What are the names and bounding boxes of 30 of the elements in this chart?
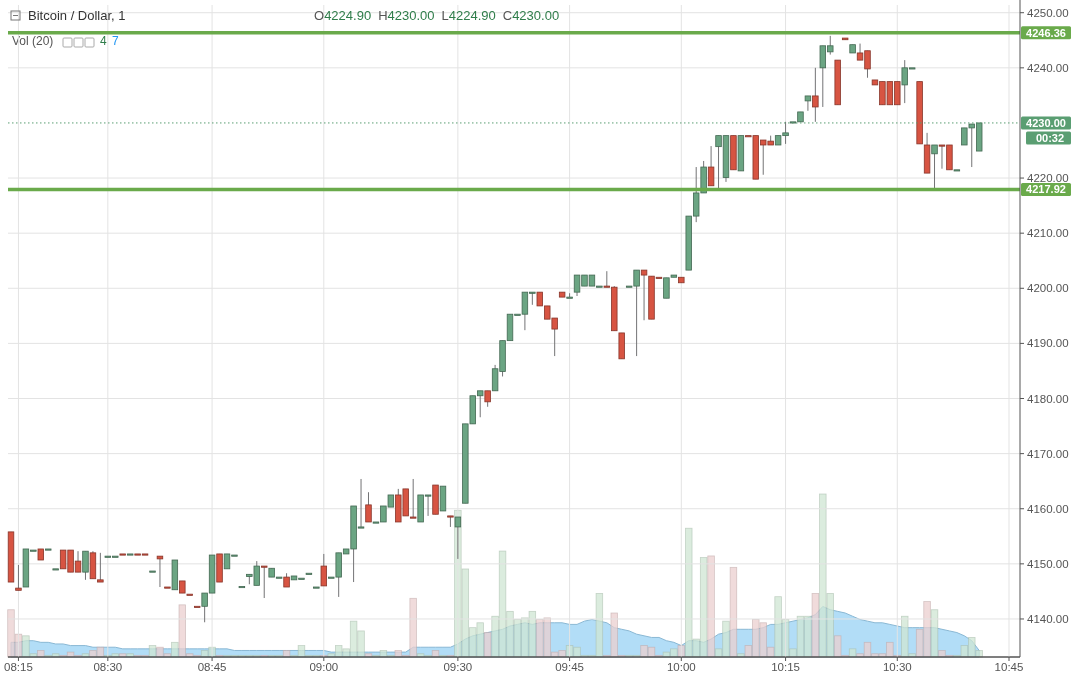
annotation: 4 (100, 34, 107, 48)
x-tick-label: 08:15 (4, 661, 33, 673)
ref-line-label: 4230.00 (1026, 116, 1066, 129)
x-tick-label: 10:15 (771, 661, 800, 673)
y-tick-label: 4250.00 (1027, 6, 1069, 19)
x-tick-label: 09:45 (555, 661, 584, 673)
annotation: 7 (112, 34, 119, 48)
chart-subtitle: O4224.90 H4230.00 L4224.90 C4230.00 (314, 8, 560, 23)
y-tick-label: 4140.00 (1027, 613, 1069, 625)
text: 00:32 (1035, 131, 1065, 144)
x-tick-label: 09:30 (443, 661, 473, 673)
ref-line-label: 4246.36 (1026, 26, 1066, 39)
y-tick-label: 4180.00 (1027, 392, 1069, 405)
x-tick-label: 10:00 (666, 661, 696, 673)
y-tick-label: 4200.00 (1027, 282, 1069, 295)
chart-title: Vol (20) (12, 34, 54, 48)
y-tick-label: 4170.00 (1027, 447, 1069, 460)
x-tick-label: 10:45 (994, 661, 1024, 673)
y-tick-label: 4220.00 (1027, 172, 1069, 185)
y-tick-label: 4190.00 (1027, 337, 1069, 350)
chart-title: Bitcoin / Dollar, 1 (28, 8, 126, 23)
y-tick-label: 4210.00 (1027, 227, 1069, 240)
x-tick-label: 08:30 (93, 661, 123, 673)
x-tick-label: 10:30 (882, 661, 912, 673)
y-tick-label: 4150.00 (1027, 557, 1069, 570)
ref-line-label: 4217.92 (1026, 183, 1066, 196)
y-tick-label: 4160.00 (1027, 502, 1069, 515)
y-tick-label: 4240.00 (1027, 61, 1069, 74)
x-tick-label: 09:00 (309, 661, 339, 673)
x-tick-label: 08:45 (197, 661, 227, 673)
